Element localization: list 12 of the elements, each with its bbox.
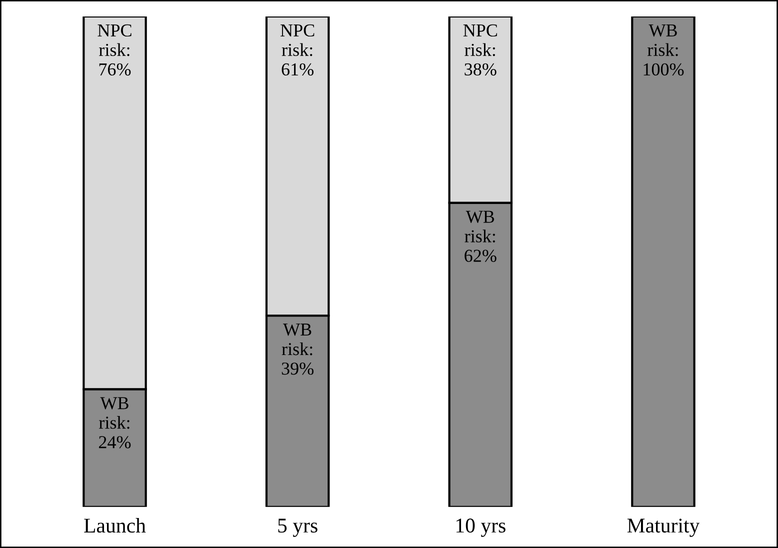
data-label: WB risk: 39% bbox=[282, 324, 314, 375]
data-label: WB risk: 62% bbox=[464, 210, 496, 262]
x-tick-label: 5 yrs bbox=[278, 518, 318, 537]
x-tick-label: Maturity bbox=[627, 518, 700, 537]
x-tick-label: 10 yrs bbox=[456, 518, 506, 537]
data-label: NPC risk: 76% bbox=[98, 24, 132, 76]
data-label: WB risk: 100% bbox=[644, 24, 684, 76]
data-label: NPC risk: 38% bbox=[463, 24, 497, 76]
bar bbox=[631, 16, 696, 507]
x-tick-label: Launch bbox=[84, 518, 146, 533]
data-label: WB risk: 24% bbox=[99, 397, 131, 448]
data-label: NPC risk: 61% bbox=[280, 24, 314, 76]
